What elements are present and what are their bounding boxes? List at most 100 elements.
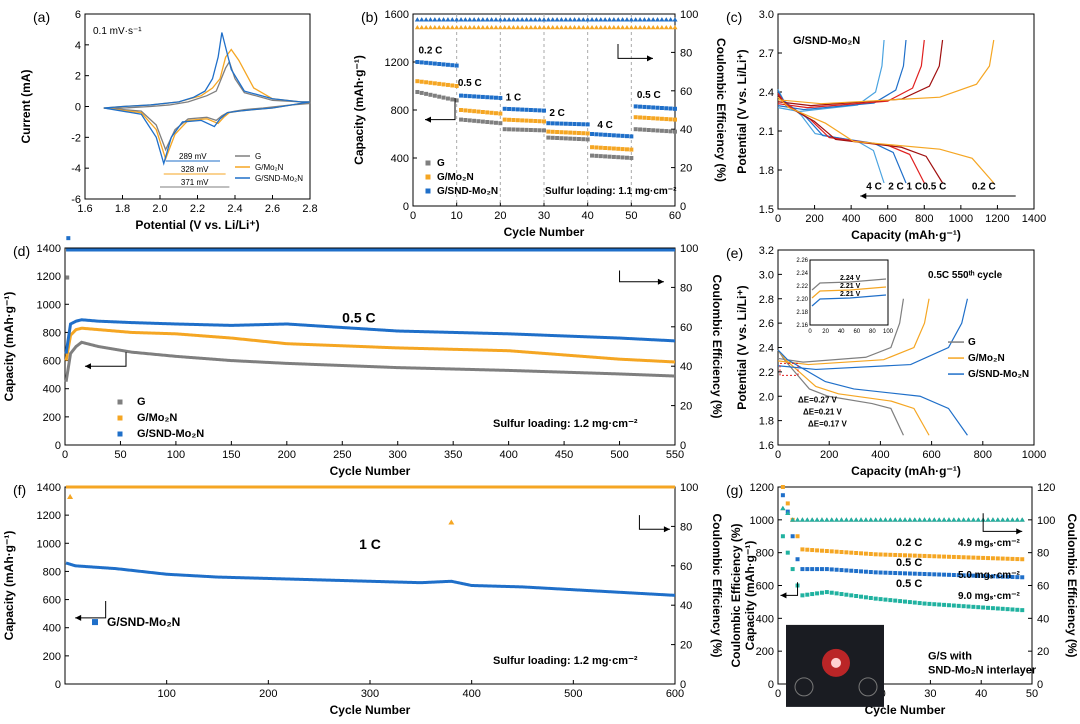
ce-point <box>659 17 665 22</box>
y2-tick-label: 20 <box>680 401 692 413</box>
capacity-point <box>629 156 634 160</box>
panel-b: (b)0 10 20 30 40 50 60040080012001600020406080… <box>352 9 728 239</box>
capacity-point <box>459 93 464 98</box>
ce-point <box>799 517 805 522</box>
x-tick-label: 2.2 <box>190 203 205 215</box>
panel-d: (d)0 50 100 150 200 250 300 350 400 450 500 5500200… <box>2 236 724 478</box>
x-axis-title: Cycle Number <box>504 225 585 239</box>
capacity-point <box>976 605 981 610</box>
capacity-point <box>624 134 629 139</box>
x-tick-label: 50 <box>1026 688 1038 700</box>
ce-point <box>628 17 634 22</box>
capacity-point <box>642 104 647 109</box>
ce-point <box>637 24 643 30</box>
capacity-point <box>932 572 937 577</box>
x-tick-label: 300 <box>389 449 407 461</box>
capacity-point <box>642 127 647 132</box>
inset-x-tick: 80 <box>869 329 876 335</box>
capacity-point <box>524 127 529 132</box>
ce-point <box>868 517 874 522</box>
ce-point <box>471 17 477 22</box>
capacity-point <box>981 605 986 610</box>
capacity-point <box>824 549 829 554</box>
ce-point <box>956 517 962 522</box>
loading-label: Sulfur loading: 1.2 mg·cm⁻² <box>493 655 638 667</box>
y-tick-label: 1200 <box>750 482 774 494</box>
rate-label: 1 C <box>907 182 923 193</box>
capacity-point <box>854 569 859 574</box>
capacity-point <box>489 95 494 100</box>
capacity-point <box>966 573 971 578</box>
y-tick-label: 800 <box>43 327 61 339</box>
y-tick-label: 0 <box>403 201 409 213</box>
ce-point <box>922 517 928 522</box>
y2-tick-label: 80 <box>680 282 692 294</box>
delta-e-label: ΔE=0.27 V <box>798 395 838 404</box>
y-tick-label: 800 <box>391 105 409 117</box>
capacity-point <box>780 485 785 489</box>
loading-label: 9.0 mgₛ·cm⁻² <box>958 591 1020 602</box>
ce-point <box>907 517 913 522</box>
x-tick-label: 30 <box>538 210 550 222</box>
capacity-point <box>780 534 785 539</box>
ce-point <box>567 17 573 22</box>
rate-label: 0.2 C <box>972 182 996 193</box>
capacity-point <box>472 118 477 123</box>
capacity-point <box>805 547 810 552</box>
capacity-point <box>937 572 942 577</box>
ce-point <box>936 517 942 522</box>
ce-point <box>620 24 626 30</box>
ce-point <box>637 17 643 22</box>
y2-tick-label: 100 <box>680 482 698 494</box>
discharge-curve <box>777 349 968 436</box>
capacity-point <box>528 128 533 132</box>
capacity-point <box>533 119 538 123</box>
legend-label: G/SND-Mo₂N <box>968 369 1029 380</box>
x-tick-label: 1000 <box>949 213 973 225</box>
x-tick-label: 1400 <box>1022 213 1046 225</box>
capacity-curve-G <box>64 340 676 382</box>
capacity-point <box>550 121 555 126</box>
capacity-point <box>585 137 590 142</box>
capacity-point <box>620 133 625 138</box>
capacity-point <box>603 132 608 137</box>
capacity-point <box>1010 574 1015 579</box>
y2-axis-title-left: Coulombic Efficiency (%) <box>729 523 743 667</box>
ce-point <box>554 17 560 22</box>
capacity-point <box>520 107 525 112</box>
ce-point <box>493 24 499 30</box>
capacity-point <box>956 573 961 578</box>
capacity-point <box>515 127 520 132</box>
capacity-point <box>542 128 546 133</box>
y-tick-label: 1000 <box>750 515 774 527</box>
ce-arrow <box>619 270 664 283</box>
x-tick-label: 50 <box>625 210 637 222</box>
capacity-point <box>849 550 854 555</box>
x-axis-title: Cycle Number <box>330 703 411 717</box>
capacity-point <box>888 570 893 575</box>
capacity-point <box>581 122 586 127</box>
capacity-point <box>1010 607 1015 612</box>
capacity-point <box>824 567 829 572</box>
ce-point <box>882 517 888 522</box>
capacity-point <box>629 147 634 152</box>
capacity-point <box>961 555 966 560</box>
ce-point <box>423 17 429 22</box>
capacity-point <box>819 548 824 553</box>
y2-tick-label: 80 <box>1037 548 1049 560</box>
inset-frame <box>809 259 889 326</box>
capacity-point <box>883 552 888 557</box>
capacity-point <box>990 606 995 611</box>
capacity-point <box>844 568 849 573</box>
ce-arrow <box>638 515 670 530</box>
capacity-point <box>467 94 472 99</box>
ce-point <box>853 517 859 522</box>
ce-point <box>576 17 582 22</box>
capacity-point <box>493 95 498 100</box>
capacity-point <box>463 118 468 122</box>
x-tick-label: 1.6 <box>77 203 92 215</box>
inset-x-tick: 20 <box>822 329 829 335</box>
legend-label: G/SND-Mo₂N <box>107 615 180 629</box>
x-tick-label: 200 <box>259 688 277 700</box>
y2-tick-label: 40 <box>680 600 692 612</box>
